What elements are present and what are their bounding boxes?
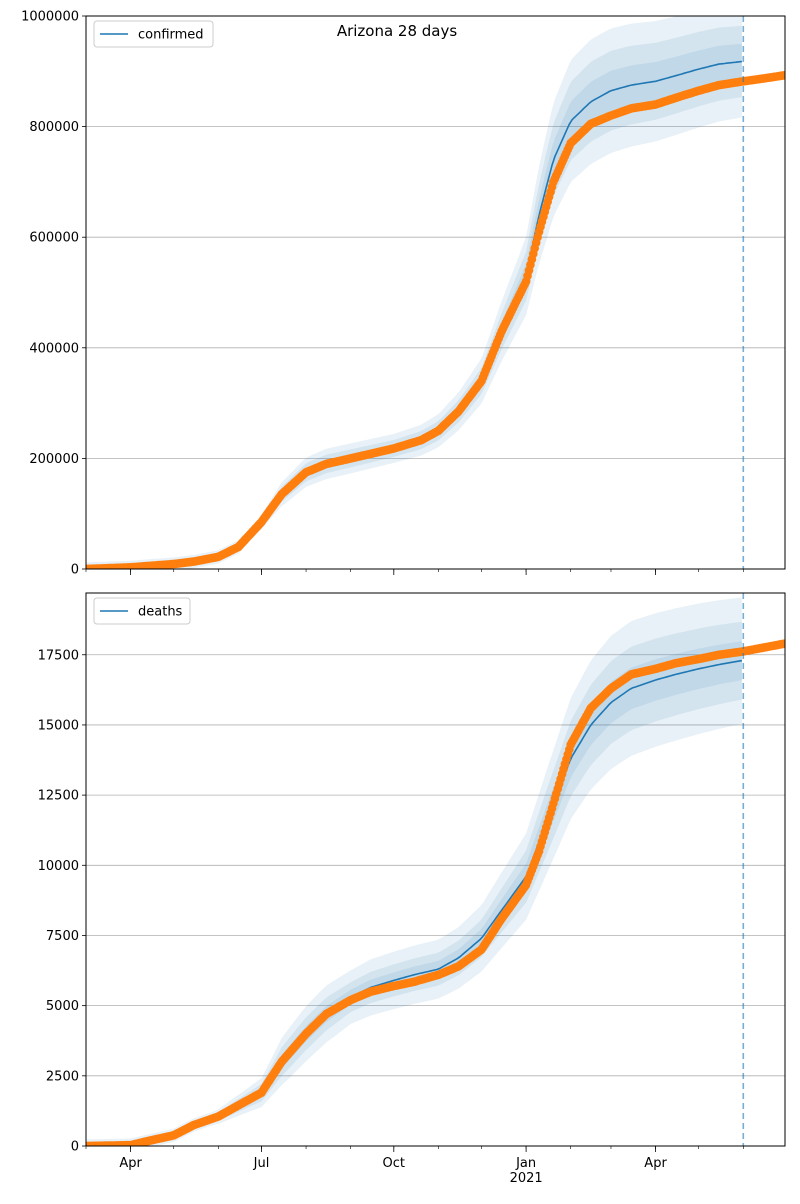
deaths-observed-points (86, 639, 785, 1146)
legend-frame (93, 597, 191, 625)
y-tick-label: 0 (71, 1140, 79, 1155)
y-tick-label: 1000000 (21, 10, 79, 25)
confirmed-observed-points (86, 70, 785, 569)
confirmed-legend: confirmed (93, 20, 214, 48)
y-tick-label: 17500 (38, 648, 79, 663)
y-tick-label: 12500 (38, 789, 79, 804)
confirmed-panel: 0 200000 400000 600000 800000 1000000 confirm… (21, 10, 786, 578)
observed-point (780, 70, 785, 80)
confirmed-bands (86, 16, 742, 569)
y-tick-label: 10000 (38, 859, 79, 874)
y-tick-label: 800000 (29, 120, 79, 135)
y-tick-label: 7500 (46, 929, 79, 944)
plot-frame (85, 592, 786, 1147)
deaths-bands (86, 597, 742, 1146)
credible-band (86, 25, 742, 569)
x-tick-label: Apr (644, 1156, 667, 1171)
observed-point (780, 639, 785, 648)
legend-label: confirmed (138, 28, 204, 43)
x-tick-sublabel: 2021 (510, 1171, 543, 1186)
x-tick-label: Oct (383, 1156, 405, 1171)
legend-frame (93, 20, 214, 48)
deaths-grid (86, 654, 785, 1147)
legend-label: deaths (138, 605, 183, 620)
deaths-axes: 0 2500 5000 7500 10000 12500 15000 17500 Apr Jul O… (38, 592, 786, 1186)
credible-band (86, 641, 742, 1146)
confirmed-axes: 0 200000 400000 600000 800000 1000000 (21, 10, 786, 578)
x-tick-label: Jul (253, 1156, 270, 1171)
x-tick-label: Apr (119, 1156, 142, 1171)
y-tick-label: 400000 (29, 341, 79, 356)
y-tick-label: 600000 (29, 231, 79, 246)
deaths-legend: deaths (93, 597, 191, 625)
x-tick-label: Jan (515, 1156, 536, 1171)
y-tick-label: 5000 (46, 999, 79, 1014)
plot-frame (85, 15, 786, 570)
y-tick-label: 0 (71, 563, 79, 578)
deaths-panel: 0 2500 5000 7500 10000 12500 15000 17500 Apr Jul O… (38, 592, 786, 1186)
credible-band (86, 16, 742, 569)
y-tick-label: 2500 (46, 1069, 79, 1084)
y-tick-label: 200000 (29, 452, 79, 467)
figure-title: Arizona 28 days (337, 22, 458, 40)
credible-band (86, 621, 742, 1146)
y-tick-label: 15000 (38, 718, 79, 733)
